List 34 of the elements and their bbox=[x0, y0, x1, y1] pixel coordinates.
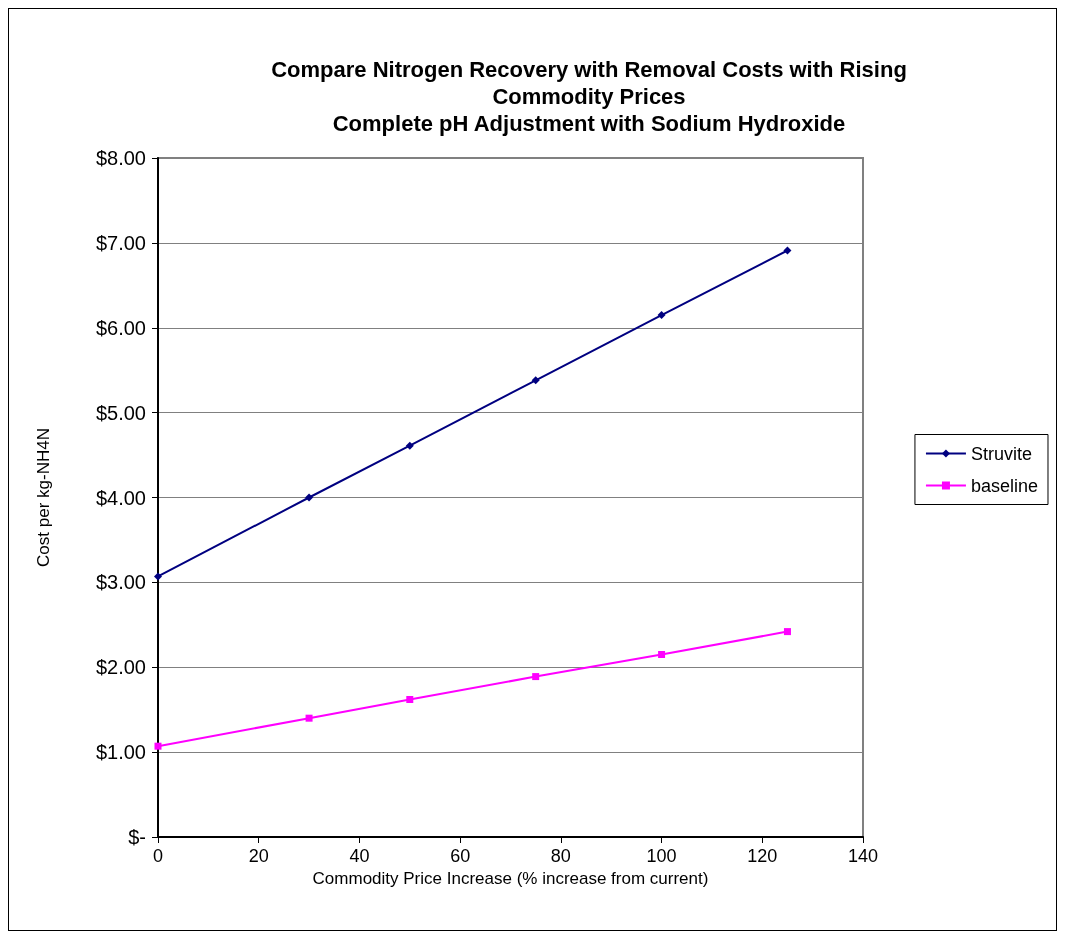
point bbox=[305, 714, 313, 722]
point bbox=[783, 246, 792, 255]
point bbox=[531, 376, 540, 385]
point bbox=[305, 493, 314, 502]
x-tick-label: 0 bbox=[152, 846, 164, 866]
point bbox=[154, 742, 162, 750]
x-tick-label: 100 bbox=[646, 846, 677, 866]
y-tick-label: $5.00 bbox=[95, 401, 146, 424]
x-tick-label: 60 bbox=[450, 846, 471, 866]
point bbox=[406, 696, 414, 703]
x-tick-label: 40 bbox=[349, 846, 370, 866]
x-tick-label: 120 bbox=[747, 846, 778, 866]
legend-label: Struvite bbox=[970, 443, 1032, 464]
point bbox=[405, 441, 414, 450]
y-tick-label: $8.00 bbox=[95, 147, 146, 169]
y-tick-label: $3.00 bbox=[95, 571, 146, 594]
y-tick-label: $4.00 bbox=[95, 486, 146, 509]
chart-title: Compare Nitrogen Recovery with Removal Costs with Rising Commodity Prices Complete pH Adjustment with Sodium Hydroxide bbox=[271, 57, 907, 136]
legend-label: baseline bbox=[970, 475, 1039, 496]
point bbox=[658, 651, 666, 659]
x-tick-label: 140 bbox=[847, 846, 879, 866]
y-tick-label: $6.00 bbox=[95, 316, 146, 339]
y-axis-title: Cost per kg-NH4N bbox=[34, 428, 53, 567]
x-tick-label: 80 bbox=[550, 846, 571, 866]
point bbox=[532, 673, 540, 681]
y-tick-label: $- bbox=[128, 826, 146, 848]
x-axis-title: Commodity Price Increase (% increase from current) bbox=[312, 869, 709, 888]
y-tick-label: $1.00 bbox=[95, 741, 146, 764]
point bbox=[154, 572, 162, 581]
x-tick-label: 20 bbox=[248, 846, 269, 866]
point bbox=[783, 628, 791, 636]
y-tick-label: $7.00 bbox=[95, 231, 146, 254]
point bbox=[657, 311, 666, 320]
y-tick-label: $2.00 bbox=[95, 656, 146, 679]
